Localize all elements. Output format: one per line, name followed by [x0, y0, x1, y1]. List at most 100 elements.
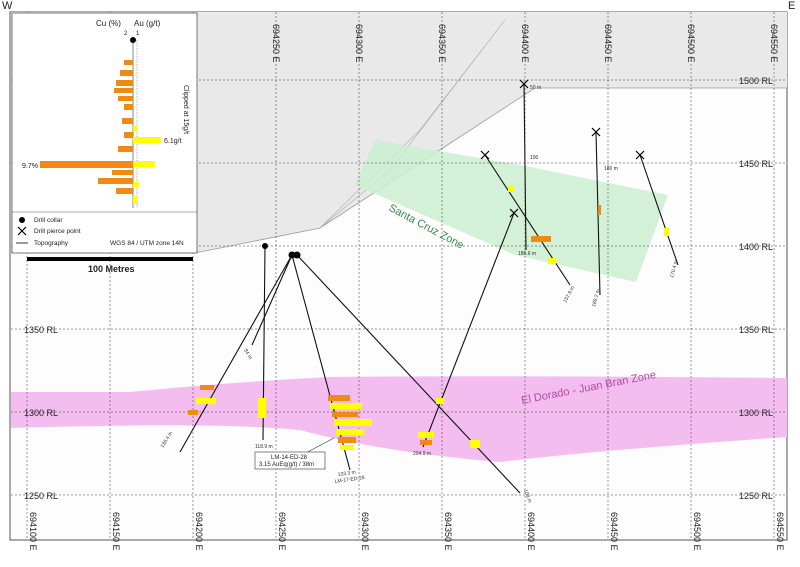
drill-collar-marker [262, 243, 268, 249]
drill-hole-trace [523, 83, 527, 251]
cu-bar [531, 236, 551, 242]
hole-depth-label: 100 [530, 155, 539, 161]
drill-collars [262, 243, 301, 259]
scale-bar: 100 Metres [27, 257, 193, 274]
cu-bar [598, 205, 601, 215]
elev-label-left: 1300 RL [24, 408, 58, 418]
au-bar [470, 440, 480, 448]
drill-traces [179, 83, 679, 494]
au-bar [340, 445, 354, 450]
topography-area [11, 12, 787, 252]
easting-label: 694400 E [520, 24, 530, 63]
callout-hole-id: LM-14-ED-28 [271, 455, 308, 461]
au-bar [258, 398, 266, 418]
au-bar [330, 403, 362, 409]
elev-label: 1300 RL [739, 408, 773, 418]
cu-bar [332, 412, 358, 417]
elev-label-left: 1250 RL [24, 491, 58, 501]
au-bar [336, 429, 364, 435]
hole-depth-label: 50 m [530, 85, 541, 91]
hole-depth-label: 189.2 m [591, 289, 601, 308]
hole-depth-label: 103 m [522, 489, 532, 504]
pierce-point-marker [509, 208, 519, 218]
pierce-point-marker [635, 150, 645, 160]
assay-bars [188, 186, 669, 450]
easting-label: 694300 E [360, 512, 370, 551]
drill-hole-trace [422, 212, 515, 448]
elev-label: 1450 RL [739, 159, 773, 169]
au-axis-label: Au (g/t) [134, 19, 161, 28]
easting-label: 694450 E [609, 512, 619, 551]
au-bar [418, 432, 434, 438]
easting-label: 694500 E [692, 512, 702, 551]
legend-collar-text: Drill collar [34, 217, 63, 224]
hole-depth-label: 170.4 m [669, 260, 679, 279]
easting-label: 694500 E [686, 24, 696, 63]
cu-bar [188, 410, 198, 415]
au-bar [508, 186, 514, 192]
au-bar [436, 398, 444, 404]
au-scale-value: 1 [136, 31, 140, 37]
callout-intercept-value: 3.15 AuEq(g/t) / 38m [259, 462, 314, 468]
cu-bar [116, 188, 133, 194]
elevation-axis-left: 1350 RL 1300 RL 1250 RL [24, 325, 58, 501]
elev-label: 1250 RL [739, 491, 773, 501]
legend-projection-text: WGS 84 / UTM zone 14N [110, 240, 184, 247]
scale-bar-label: 100 Metres [88, 264, 135, 274]
easting-label: 694100 E [28, 512, 38, 551]
easting-label: 694550 E [775, 512, 785, 551]
pierce-point-marker [591, 127, 601, 137]
cu-bar [420, 440, 432, 445]
hole-depth-label: 118.9 m [255, 444, 273, 450]
easting-axis-top: 694250 E 694300 E 694350 E 694400 E 6944… [271, 24, 779, 63]
elev-label: 1400 RL [739, 242, 773, 252]
easting-label: 694200 E [194, 512, 204, 551]
intercept-callout: LM-14-ED-28 3.15 AuEq(g/t) / 38m [254, 437, 335, 470]
easting-axis-bottom: 694100 E 694150 E 694200 E 694250 E 6943… [28, 512, 785, 551]
el-dorado-zone [11, 376, 787, 462]
hole-id-label: LM-17-ED-28 [334, 475, 365, 485]
cu-bar [114, 88, 133, 93]
legend-pierce-symbol [17, 226, 27, 236]
cu-callout: 9.7% [22, 163, 38, 170]
cu-bar [124, 104, 133, 110]
hole-depth-label: 133.3 m [337, 470, 356, 478]
cu-bar [122, 118, 133, 124]
elev-label: 1500 RL [739, 76, 773, 86]
easting-label: 694550 E [769, 24, 779, 63]
drill-hole-trace [296, 254, 521, 494]
drill-hole-trace [179, 254, 293, 453]
easting-label: 694400 E [526, 512, 536, 551]
cu-bar [120, 70, 133, 76]
cu-bar [40, 161, 133, 168]
drill-hole-trace [639, 154, 679, 266]
legend-collar-dot [130, 37, 136, 43]
cu-bar [124, 60, 133, 65]
cu-bar [116, 80, 133, 86]
pierce-point-marker [480, 150, 490, 160]
easting-label: 694450 E [603, 24, 613, 63]
cu-bar [98, 178, 133, 184]
cu-scale-value: 2 [124, 31, 128, 37]
drill-collar-marker [288, 251, 296, 259]
au-bar [196, 398, 216, 404]
drill-hole-trace [251, 254, 293, 346]
elevation-axis: 1500 RL 1450 RL 1400 RL 1350 RL 1300 RL … [739, 76, 773, 501]
au-bar [133, 126, 137, 131]
easting-label: 694250 E [277, 512, 287, 551]
cu-bar [338, 437, 356, 443]
west-label: W [2, 0, 13, 12]
easting-label: 694300 E [354, 24, 364, 63]
hole-depth-label: 180 m [604, 166, 618, 172]
au-bar [664, 228, 669, 236]
cu-bar [118, 146, 133, 152]
cu-bar [118, 96, 133, 101]
legend-collar-symbol [19, 217, 25, 223]
au-callout: 6.1g/t [164, 138, 182, 145]
easting-label: 694350 E [443, 512, 453, 551]
hole-depth-label: 84 m [242, 348, 253, 361]
au-bar [133, 161, 155, 167]
legend-topography-text: Topography [34, 240, 69, 247]
legend-pierce-text: Drill pierce point [34, 228, 81, 235]
